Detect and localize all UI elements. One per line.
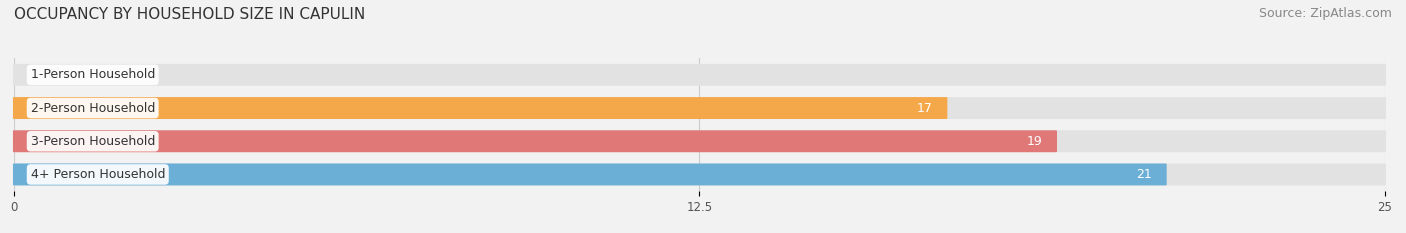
FancyBboxPatch shape [13, 97, 1386, 119]
FancyBboxPatch shape [13, 130, 1057, 152]
Text: 0: 0 [46, 68, 55, 81]
Text: Source: ZipAtlas.com: Source: ZipAtlas.com [1258, 7, 1392, 20]
Text: 4+ Person Household: 4+ Person Household [31, 168, 165, 181]
FancyBboxPatch shape [13, 164, 1386, 185]
Text: 19: 19 [1026, 135, 1042, 148]
Text: 17: 17 [917, 102, 932, 115]
FancyBboxPatch shape [13, 64, 1386, 86]
FancyBboxPatch shape [13, 164, 1167, 185]
FancyBboxPatch shape [13, 130, 1386, 152]
FancyBboxPatch shape [13, 97, 948, 119]
Text: 21: 21 [1136, 168, 1152, 181]
Text: 2-Person Household: 2-Person Household [31, 102, 155, 115]
Text: 1-Person Household: 1-Person Household [31, 68, 155, 81]
Text: 3-Person Household: 3-Person Household [31, 135, 155, 148]
Text: OCCUPANCY BY HOUSEHOLD SIZE IN CAPULIN: OCCUPANCY BY HOUSEHOLD SIZE IN CAPULIN [14, 7, 366, 22]
